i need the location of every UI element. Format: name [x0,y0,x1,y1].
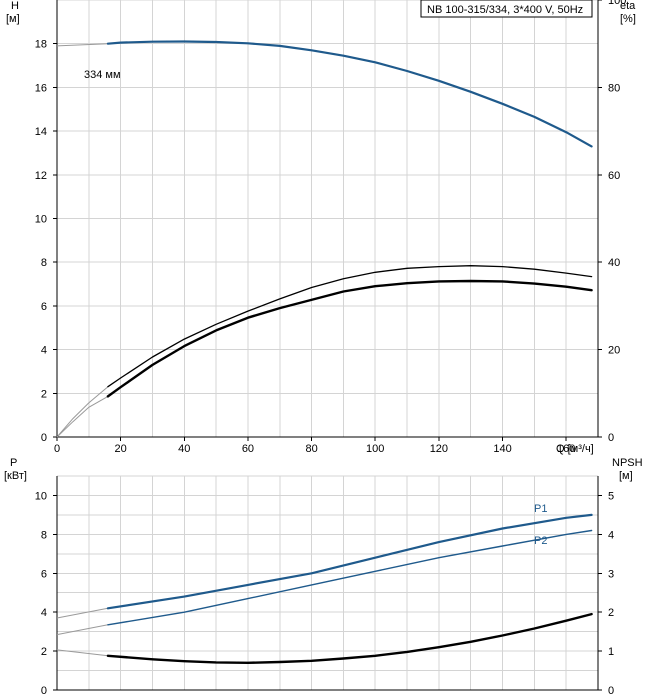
head-efficiency-panel: 0 2 4 6 8 10 12 14 16 18 0 20 40 60 80 100 0 20 40 60 80 10… [6,0,636,455]
y-tick-label: 8 [41,529,47,541]
power-npsh-panel: 0 2 4 6 8 10 0 1 2 3 4 5 P [кВт] NPSH [м] P1 P2 [4,457,643,697]
x-tick-label: 120 [430,443,448,455]
npsh-tick-labels: 0 1 2 3 4 5 [608,490,614,697]
y-tick-label: 4 [41,345,47,357]
top-gridlines [57,0,598,437]
y2-tick-label: 4 [608,529,614,541]
npsh-curve [106,612,593,664]
chart-title: NB 100-315/334, 3*400 V, 50Hz [427,4,583,16]
p2-series-label: P2 [534,535,547,547]
eta-axis-label-1: eta [620,0,636,12]
y2-tick-label: 60 [608,170,620,182]
x-tick-label: 60 [242,443,254,455]
eta-tick-labels: 0 20 40 60 80 100 [608,0,626,444]
npsh-axis-label-1: NPSH [612,457,643,469]
y-tick-label: 16 [35,82,47,94]
y-tick-label: 2 [41,388,47,400]
impeller-diameter-label: 334 мм [84,69,121,81]
y2-tick-label: 3 [608,568,614,580]
power-axis-label-2: [кВт] [4,470,27,482]
p2-curve [107,529,593,626]
x-tick-label: 0 [54,443,60,455]
eta-hydraulic-curve [107,265,593,388]
x-tick-label: 140 [493,443,511,455]
eta-total-extension-line [56,395,109,438]
x-tick-label: 100 [366,443,384,455]
y-tick-label: 6 [41,568,47,580]
y2-tick-label: 1 [608,646,614,658]
x-tick-label: 80 [305,443,317,455]
eta-axis-label-2: [%] [620,13,636,25]
y-tick-label: 10 [35,490,47,502]
p1-series-label: P1 [534,503,547,515]
y2-tick-label: 0 [608,685,614,697]
head-tick-labels: 0 2 4 6 8 10 12 14 16 18 [35,39,47,444]
bottom-gridlines [57,475,598,690]
flow-axis-label: Q [м³/ч] [556,443,594,455]
eta-hydraulic-extension-line [56,386,109,438]
npsh-axis-label-2: [м] [619,470,633,482]
y-tick-label: 18 [35,39,47,51]
bottom-curves [56,513,593,664]
y-tick-label: 12 [35,170,47,182]
npsh-extension-line [56,649,108,657]
y-tick-label: 10 [35,214,47,226]
bottom-tick-marks [53,494,602,691]
head-axis-label-1: H [11,0,19,12]
chart-title-box [420,0,593,18]
y2-tick-label: 80 [608,82,620,94]
flow-tick-labels: 0 20 40 60 80 100 120 140 160 [54,443,575,455]
y2-tick-label: 100 [608,0,626,7]
top-curves [56,40,593,438]
x-tick-label: 40 [178,443,190,455]
x-tick-label: 20 [115,443,127,455]
y-tick-label: 14 [35,126,47,138]
y2-tick-label: 0 [608,432,614,444]
p1-extension-line [56,607,108,619]
y-tick-label: 4 [41,607,47,619]
head-extension-line [56,43,108,47]
y-tick-label: 6 [41,301,47,313]
power-tick-labels: 0 2 4 6 8 10 [35,490,47,697]
eta-total-curve [106,279,593,398]
p2-extension-line [56,624,108,636]
p1-curve [106,513,593,610]
power-axis-label-1: P [10,457,17,469]
head-axis-label-2: [м] [6,13,20,25]
head-curve [106,40,593,148]
y-tick-label: 8 [41,257,47,269]
y2-tick-label: 40 [608,257,620,269]
x-tick-label: 160 [557,443,575,455]
y2-tick-label: 2 [608,607,614,619]
y-tick-label: 0 [41,432,47,444]
top-tick-marks [53,0,602,441]
y2-tick-label: 5 [608,490,614,502]
y2-tick-label: 20 [608,345,620,357]
y-tick-label: 0 [41,685,47,697]
y-tick-label: 2 [41,646,47,658]
